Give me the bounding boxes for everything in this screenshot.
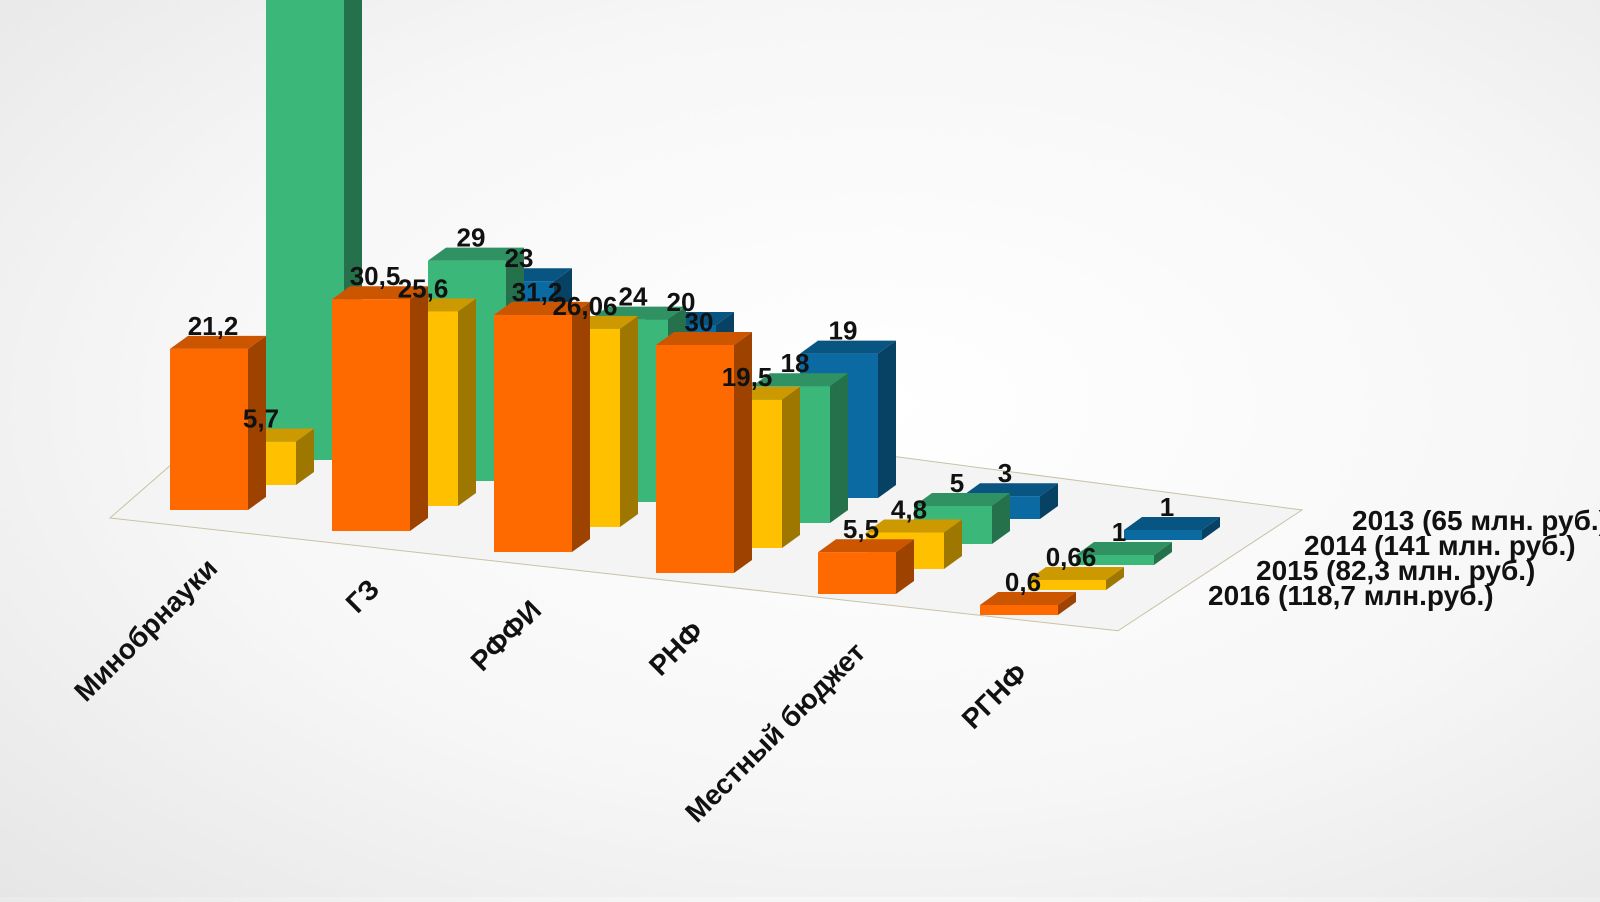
bar-side-face (1058, 592, 1076, 615)
legend-entry-1: 2014 (141 млн. руб.) (1304, 530, 1576, 561)
legend-entry-2: 2015 (82,3 млн. руб.) (1256, 555, 1535, 586)
bar-side-face (248, 335, 266, 510)
bar-side-face (1106, 567, 1124, 590)
category-label-5: РГНФ (956, 657, 1034, 735)
bar-top-face (1124, 517, 1220, 530)
bar-top-face (914, 493, 1010, 506)
bar-front-face (818, 552, 896, 594)
bar-top-face (1028, 567, 1124, 580)
bar-side-face (944, 519, 962, 569)
bar-front-face (1076, 555, 1154, 565)
bar-side-face (1040, 483, 1058, 519)
data-label-0-3: 19 (829, 316, 858, 346)
bar-2-5 (1028, 567, 1124, 590)
bar-side-face (1202, 517, 1220, 540)
data-label-1-2: 24 (619, 282, 648, 312)
bar-side-face (782, 386, 800, 548)
bar-top-face (752, 373, 848, 387)
bar-top-face (962, 483, 1058, 497)
data-label-1-3: 18 (781, 348, 810, 378)
bar-side-face (620, 315, 638, 527)
category-label-3: РНФ (643, 615, 709, 681)
data-label-3-5: 0,6 (1005, 567, 1041, 597)
bar-side-face (296, 428, 314, 485)
data-label-1-5: 1 (1112, 517, 1126, 547)
bar-3-0 (170, 335, 266, 510)
data-label-0-2: 20 (667, 287, 696, 317)
chart-data-labels: 1319202315182429640,664,819,526,0625,65,… (188, 223, 1175, 597)
bar-front-face (656, 345, 734, 573)
data-label-0-4: 3 (998, 458, 1012, 488)
bar-side-face (992, 493, 1010, 544)
data-label-1-1: 29 (457, 223, 486, 253)
bar-front-face (980, 605, 1058, 615)
bar-front-face (266, 0, 344, 460)
bar-front-face (494, 314, 572, 552)
bar-front-face (170, 348, 248, 510)
legend-entry-3: 2016 (118,7 млн.руб.) (1208, 580, 1494, 611)
bar-side-face (410, 286, 428, 531)
legend-entry-0: 2013 (65 млн. руб.) (1352, 505, 1600, 536)
data-label-3-4: 5,5 (843, 514, 879, 544)
bar-side-face (896, 539, 914, 594)
bar-side-face (1154, 542, 1172, 565)
data-label-0-1: 23 (505, 243, 534, 273)
bar-front-face (332, 299, 410, 531)
data-label-2-0: 5,7 (243, 404, 279, 434)
bar-side-face (830, 373, 848, 523)
bar-side-face (878, 340, 896, 498)
bar-side-face (458, 298, 476, 506)
category-label-2: РФФИ (465, 594, 548, 677)
bar-3-1 (332, 286, 428, 531)
bar-front-face (1124, 530, 1202, 540)
bar-top-face (332, 286, 428, 300)
data-label-3-0: 21,2 (188, 311, 239, 341)
data-label-3-2: 31,2 (512, 277, 563, 307)
bar-top-face (428, 247, 524, 261)
bar-side-face (572, 301, 590, 552)
bar-3-4 (818, 539, 914, 594)
data-label-0-5: 1 (1160, 492, 1174, 522)
bar-top-face (866, 519, 962, 533)
bar-3-5 (980, 592, 1076, 615)
bar-3-2 (494, 301, 590, 552)
bar-top-face (800, 340, 896, 354)
bar-top-face (818, 539, 914, 553)
bar-top-face (170, 335, 266, 349)
bar-0-5 (1124, 517, 1220, 540)
bar-top-face (494, 301, 590, 315)
category-label-4: Местный бюджет (679, 636, 871, 828)
chart-legend: 2013 (65 млн. руб.)2014 (141 млн. руб.)2… (1208, 505, 1600, 611)
data-label-2-3: 19,5 (722, 362, 773, 392)
bar-side-face (734, 332, 752, 573)
data-label-2-2: 26,06 (552, 291, 617, 321)
data-label-2-4: 4,8 (891, 495, 927, 525)
data-label-3-3: 30 (685, 307, 714, 337)
chart-bars (170, 0, 1220, 615)
category-label-1: ГЗ (340, 573, 386, 619)
bar-top-face (980, 592, 1076, 605)
data-label-2-1: 25,6 (398, 273, 449, 303)
data-label-2-5: 0,66 (1046, 542, 1097, 572)
data-label-1-4: 5 (950, 468, 964, 498)
bar-top-face (656, 332, 752, 345)
data-label-3-1: 30,5 (350, 261, 401, 291)
bar-1-5 (1076, 542, 1172, 565)
category-label-0: Минобрнауки (68, 552, 223, 707)
bar-front-face (1028, 580, 1106, 590)
bar-3-3 (656, 332, 752, 573)
bar-top-face (1076, 542, 1172, 555)
